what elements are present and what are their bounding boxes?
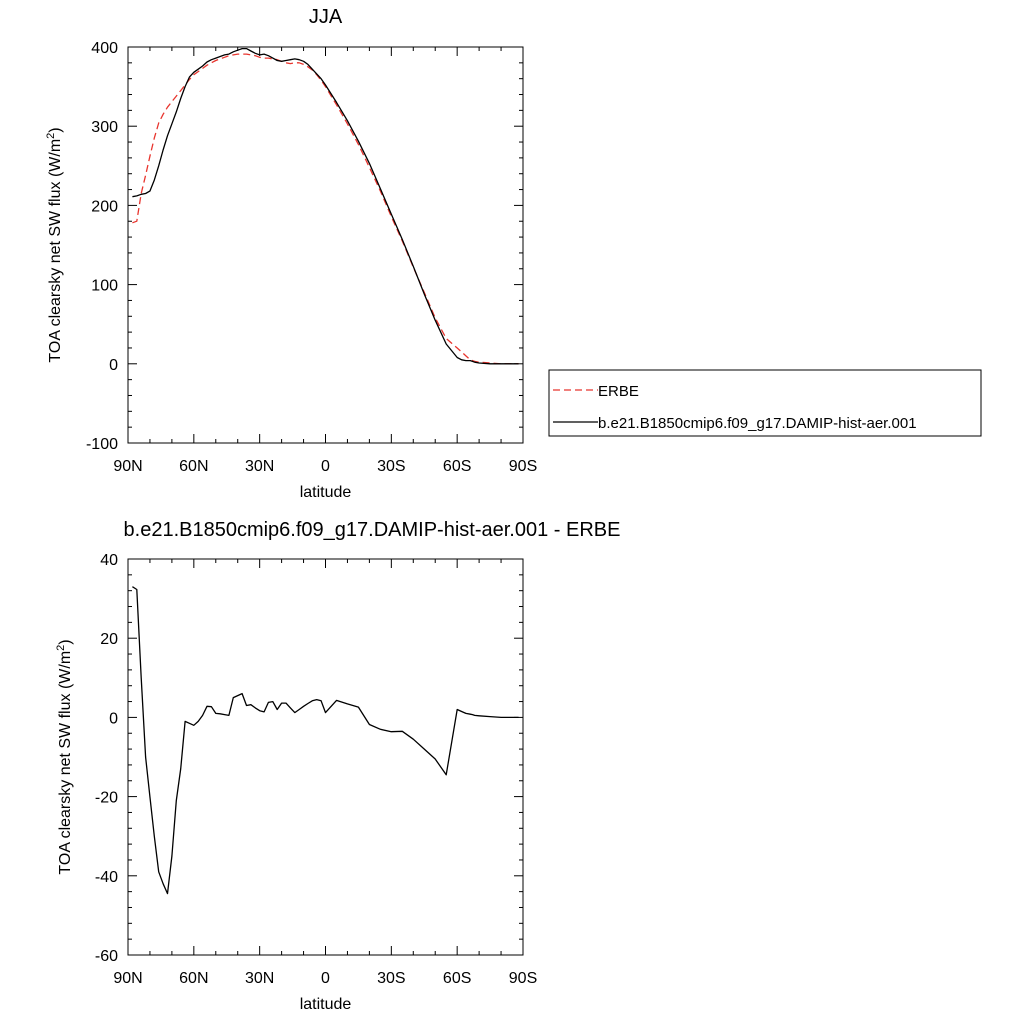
y-axis-label: TOA clearsky net SW flux (W/m2)	[45, 127, 64, 362]
x-tick-label: 0	[321, 970, 330, 987]
y-axis-label-superscript: 2	[55, 645, 67, 651]
plot-frame	[127, 46, 524, 444]
y-tick-label: -20	[95, 790, 118, 807]
x-tick-label: 30S	[377, 458, 405, 475]
x-tick-label: 0	[321, 458, 330, 475]
series-line-erbe	[132, 53, 519, 365]
y-tick-label: -60	[95, 948, 118, 965]
y-tick-label: -40	[95, 869, 118, 886]
legend-label: b.e21.B1850cmip6.f09_g17.DAMIP-hist-aer.…	[598, 415, 917, 432]
y-axis-label-main: TOA clearsky net SW flux (W/m	[47, 139, 64, 363]
y-tick-label: 200	[91, 198, 118, 215]
difference-chart: -60 -40 -20 0 20 40 90N 60N 30N 0 30S 60S 90S b.e21.B…	[55, 519, 620, 1013]
y-tick-label: 300	[91, 119, 118, 136]
legend-label: ERBE	[598, 383, 639, 400]
y-axis-label-main: TOA clearsky net SW flux (W/m	[57, 651, 74, 875]
plot-frame	[127, 558, 524, 956]
x-tick-label: 60N	[179, 970, 208, 987]
y-tick-label: 0	[109, 357, 118, 374]
x-tick-label: 90N	[113, 970, 142, 987]
x-tick-label: 60S	[443, 458, 471, 475]
x-tick-label: 30N	[245, 458, 274, 475]
y-axis-label-end: )	[47, 127, 64, 132]
y-tick-label: 40	[100, 552, 118, 569]
x-tick-label: 90S	[509, 458, 537, 475]
x-tick-label: 90N	[113, 458, 142, 475]
y-axis-label-superscript: 2	[45, 133, 57, 139]
y-axis-label: TOA clearsky net SW flux (W/m2)	[55, 639, 74, 874]
difference-line	[132, 586, 519, 895]
x-tick-label: 60N	[179, 458, 208, 475]
x-axis-label: latitude	[300, 484, 352, 501]
y-tick-label: 100	[91, 278, 118, 295]
y-tick-label: 400	[91, 40, 118, 57]
zonal-mean-chart: -100 0 100 200 300 400 90N 60N 30N 0 30S 60S 90S JJA l…	[45, 6, 537, 501]
y-tick-label: 0	[109, 710, 118, 727]
x-tick-label: 60S	[443, 970, 471, 987]
y-axis-label-end: )	[57, 639, 74, 644]
y-tick-label: 20	[100, 631, 118, 648]
series-line-model	[132, 47, 519, 365]
x-tick-label: 30N	[245, 970, 274, 987]
x-tick-label: 30S	[377, 970, 405, 987]
x-tick-label: 90S	[509, 970, 537, 987]
x-axis-label: latitude	[300, 996, 352, 1013]
chart-title: b.e21.B1850cmip6.f09_g17.DAMIP-hist-aer.…	[124, 519, 621, 541]
chart-title: JJA	[309, 6, 343, 28]
y-tick-label: -100	[86, 436, 118, 453]
chart-legend: ERBE b.e21.B1850cmip6.f09_g17.DAMIP-hist-…	[548, 369, 982, 437]
legend-box	[548, 369, 982, 437]
